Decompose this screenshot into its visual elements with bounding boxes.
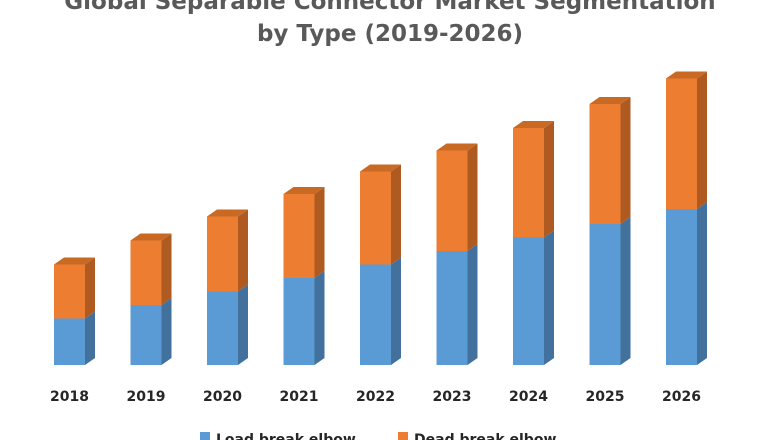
bar-2021-dead-break-front (283, 194, 315, 278)
bar-2019-dead-break-front (130, 240, 162, 305)
bar-2020-dead-break-front (207, 216, 238, 292)
bar-2026-dead-break-side (697, 71, 707, 209)
bar-2023-dead-break-side (467, 143, 478, 251)
bar-2020-dead-break-side (238, 209, 248, 292)
x-tick-label-2023: 2023 (433, 389, 472, 405)
bar-2025-dead-break-top (589, 97, 631, 104)
bar-2026-load-break-front (666, 209, 697, 365)
x-tick-label-2025: 2025 (586, 389, 625, 405)
bar-2022-dead-break-top (360, 164, 401, 172)
bar-2020-load-break-front (207, 291, 238, 365)
bar-2019-load-break-front (130, 305, 162, 365)
bar-2018-dead-break-top (54, 257, 95, 265)
bar-2021-dead-break-top (283, 187, 325, 194)
bar-2018-load-break-front (54, 318, 85, 365)
bar-2024-dead-break-top (513, 121, 554, 128)
bar-2022-load-break-side (391, 257, 401, 365)
x-tick-label-2024: 2024 (509, 389, 548, 405)
x-tick-label-2026: 2026 (662, 389, 701, 405)
x-tick-label-2022: 2022 (356, 389, 395, 405)
bar-2026-load-break-side (697, 202, 707, 365)
bar-2025-dead-break-side (620, 97, 631, 224)
x-tick-label-2018: 2018 (50, 389, 89, 405)
bar-2022-load-break-front (360, 264, 391, 365)
bar-2024-dead-break-side (544, 121, 554, 238)
legend-label-dead-break: Dead break elbow (414, 432, 556, 440)
bar-2021-dead-break-side (314, 187, 325, 278)
bar-2025-dead-break-front (589, 104, 621, 224)
bar-2018-load-break-side (85, 311, 95, 365)
chart-title-line-2: by Type (2019-2026) (256, 21, 524, 47)
bar-2023-dead-break-top (436, 143, 478, 151)
legend-label-load-break: Load break elbow (216, 432, 356, 440)
bar-2021-load-break-front (283, 278, 315, 365)
bar-2025-load-break-front (589, 224, 621, 365)
bar-2024-load-break-front (513, 237, 544, 365)
bar-2020-dead-break-top (207, 209, 248, 217)
chart-title-line-1: Global Separable Connector Market Segmen… (64, 0, 716, 15)
bar-2025-load-break-side (620, 217, 631, 365)
bar-2018-dead-break-front (54, 264, 85, 319)
legend-swatch-dead-break (398, 432, 408, 440)
x-tick-label-2019: 2019 (127, 389, 166, 405)
bar-2018-dead-break-side (85, 257, 95, 319)
bar-2019-load-break-side (161, 298, 172, 365)
bar-2024-dead-break-front (513, 128, 544, 238)
bar-2023-load-break-front (436, 251, 468, 365)
bar-2020-load-break-side (238, 284, 248, 365)
x-tick-label-2020: 2020 (203, 389, 242, 405)
bar-2026-dead-break-top (666, 71, 707, 79)
bar-2019-dead-break-top (130, 233, 172, 241)
bar-2026-dead-break-front (666, 78, 697, 209)
bar-2022-dead-break-front (360, 171, 391, 265)
bar-2023-dead-break-front (436, 150, 468, 251)
bar-2021-load-break-side (314, 271, 325, 365)
bar-2022-dead-break-side (391, 164, 401, 265)
bar-2019-dead-break-side (161, 233, 172, 305)
bar-2023-load-break-side (467, 244, 478, 365)
x-tick-label-2021: 2021 (280, 389, 319, 405)
bar-2024-load-break-side (544, 230, 554, 365)
legend-swatch-load-break (200, 432, 210, 440)
